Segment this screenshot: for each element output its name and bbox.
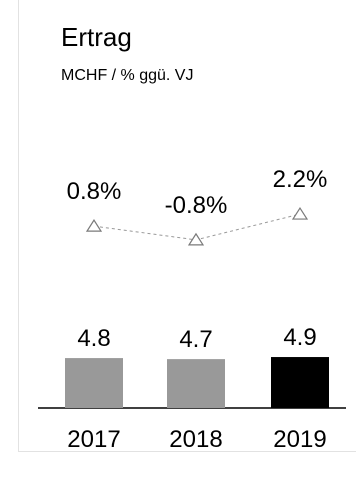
- chart-subtitle: MCHF / % ggü. VJ: [61, 67, 194, 84]
- bar-2019: [271, 357, 329, 408]
- x-tick-label-2019: 2019: [273, 426, 326, 453]
- x-tick-label-2017: 2017: [67, 426, 120, 453]
- trend-value-label-2018: -0.8%: [165, 192, 228, 219]
- bar-value-label-2017: 4.8: [77, 325, 110, 352]
- bar-value-label-2019: 4.9: [283, 324, 316, 351]
- trend-marker-2017: [85, 219, 103, 232]
- trend-value-label-2019: 2.2%: [273, 166, 328, 193]
- trend-value-label-2017: 0.8%: [67, 178, 122, 205]
- chart-panel: [18, 0, 356, 452]
- bar-value-label-2018: 4.7: [179, 326, 212, 353]
- bar-2018: [167, 359, 225, 408]
- chart-title: Ertrag: [61, 22, 132, 52]
- trend-marker-2019: [291, 206, 309, 220]
- trend-marker-2018: [187, 232, 205, 246]
- bar-2017: [65, 358, 123, 408]
- x-tick-label-2018: 2018: [169, 426, 222, 453]
